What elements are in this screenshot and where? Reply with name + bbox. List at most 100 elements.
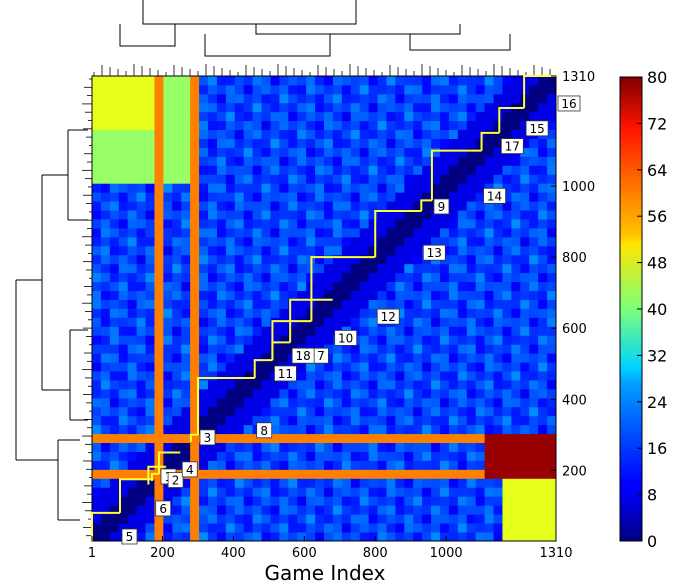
heatmap-cell	[440, 514, 450, 524]
heatmap-cell	[359, 192, 370, 202]
heatmap-cell	[386, 478, 396, 488]
heatmap-cell	[225, 397, 236, 408]
heatmap-cell	[118, 174, 129, 184]
heatmap-cell	[484, 532, 494, 542]
heatmap-cell	[190, 335, 200, 345]
heatmap-cell	[243, 326, 254, 336]
heatmap-cell	[457, 388, 468, 399]
heatmap-cell	[404, 263, 414, 274]
heatmap-cell	[190, 514, 200, 524]
heatmap-cell	[350, 487, 361, 497]
heatmap-cell	[297, 532, 307, 542]
heatmap-cell	[243, 460, 254, 470]
heatmap-cell	[395, 433, 405, 444]
heatmap-cell	[359, 478, 370, 488]
heatmap-cell	[234, 317, 245, 327]
heatmap-cell	[359, 111, 370, 122]
heatmap-cell	[208, 505, 218, 515]
heatmap-cell	[216, 147, 227, 157]
heatmap-cell	[511, 397, 521, 408]
heatmap-cell	[350, 415, 361, 426]
heatmap-cell	[547, 192, 557, 202]
heatmap-cell	[359, 451, 370, 461]
heatmap-cell	[109, 496, 120, 506]
heatmap-cell	[279, 505, 289, 515]
heatmap-cell	[413, 76, 423, 86]
heatmap-cell	[395, 138, 405, 148]
heatmap-cell	[475, 433, 486, 444]
heatmap-cell	[529, 353, 539, 363]
heatmap-cell	[100, 228, 111, 238]
heatmap-cell	[511, 192, 521, 202]
heatmap-cell	[341, 469, 352, 479]
heatmap-cell	[181, 254, 191, 265]
heatmap-cell	[475, 272, 486, 283]
heatmap-cell	[511, 433, 521, 444]
heatmap-cell	[288, 93, 298, 104]
heatmap-cell	[199, 183, 209, 193]
heatmap-cell	[225, 388, 236, 399]
heatmap-cell	[332, 478, 343, 488]
heatmap-cell	[413, 424, 423, 435]
heatmap-cell	[529, 442, 539, 452]
heatmap-cell	[422, 353, 432, 363]
cluster-label: 13	[422, 244, 446, 261]
heatmap-cell	[341, 84, 352, 95]
heatmap-cell	[172, 76, 182, 86]
heatmap-cell	[511, 532, 521, 542]
heatmap-cell	[431, 326, 441, 336]
heatmap-cell	[181, 406, 191, 417]
heatmap-cell	[529, 532, 539, 542]
heatmap-cell	[440, 308, 450, 318]
heatmap-cell	[145, 219, 155, 229]
heatmap-cell	[270, 335, 280, 345]
heatmap-cell	[368, 433, 378, 444]
heatmap-cell	[529, 371, 539, 381]
heatmap-cell	[457, 460, 468, 470]
heatmap-cell	[109, 532, 120, 542]
heatmap-cell	[520, 433, 530, 444]
heatmap-cell	[484, 156, 494, 166]
heatmap-cell	[547, 388, 557, 399]
heatmap-cell	[279, 460, 289, 470]
heatmap-cell	[368, 272, 378, 283]
heatmap-cell	[324, 308, 334, 318]
heatmap-cell	[484, 174, 494, 184]
heatmap-cell	[502, 496, 512, 506]
heatmap-cell	[118, 228, 129, 238]
heatmap-cell	[136, 102, 146, 113]
heatmap-cell	[181, 478, 191, 488]
heatmap-cell	[475, 102, 486, 113]
heatmap-cell	[422, 344, 432, 354]
heatmap-cell	[538, 183, 548, 193]
heatmap-cell	[208, 335, 218, 345]
heatmap-cell	[547, 460, 557, 470]
heatmap-cell	[243, 165, 254, 175]
heatmap-cell	[270, 138, 280, 148]
heatmap-cell	[547, 514, 557, 524]
heatmap-cell	[181, 362, 191, 372]
heatmap-cell	[448, 433, 459, 444]
heatmap-cell	[118, 469, 129, 479]
heatmap-cell	[154, 156, 164, 166]
heatmap-cell	[422, 380, 432, 390]
heatmap-cell	[315, 415, 325, 426]
heatmap-cell	[172, 192, 182, 202]
heatmap-cell	[172, 388, 182, 399]
heatmap-cell	[341, 308, 352, 318]
heatmap-cell	[199, 371, 209, 381]
heatmap-cell	[475, 460, 486, 470]
heatmap-cell	[234, 487, 245, 497]
heatmap-cell	[100, 335, 111, 345]
heatmap-cell	[234, 371, 245, 381]
heatmap-cell	[324, 406, 334, 417]
heatmap-cell	[547, 263, 557, 274]
heatmap-cell	[475, 487, 486, 497]
heatmap-cell	[448, 138, 459, 148]
heatmap-cell	[368, 532, 378, 542]
heatmap-cell	[413, 523, 423, 533]
heatmap-cell	[100, 514, 111, 524]
heatmap-cell	[297, 165, 307, 175]
heatmap-cell	[136, 111, 146, 122]
heatmap-cell	[216, 523, 227, 533]
